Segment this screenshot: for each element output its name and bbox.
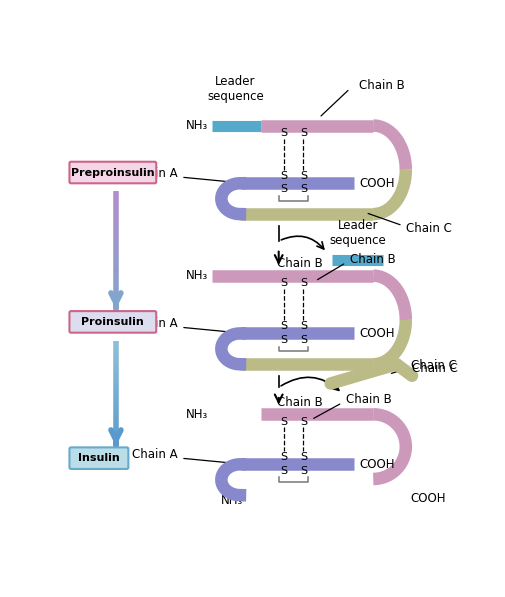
Text: Chain C: Chain C bbox=[405, 222, 451, 235]
Text: S: S bbox=[299, 278, 307, 288]
Text: Chain A: Chain A bbox=[132, 317, 178, 330]
Text: S: S bbox=[280, 184, 287, 195]
Text: COOH: COOH bbox=[359, 458, 394, 471]
Text: S: S bbox=[280, 334, 287, 344]
Text: Chain A: Chain A bbox=[132, 448, 178, 461]
Text: S: S bbox=[280, 466, 287, 475]
Text: S: S bbox=[280, 128, 287, 139]
Text: S: S bbox=[280, 417, 287, 427]
Text: Preproinsulin: Preproinsulin bbox=[71, 168, 155, 177]
Text: Leader
sequence: Leader sequence bbox=[329, 219, 385, 247]
Text: S: S bbox=[299, 321, 307, 331]
Text: NH₃: NH₃ bbox=[221, 494, 243, 507]
Text: Chain B: Chain B bbox=[359, 79, 404, 92]
Text: S: S bbox=[299, 128, 307, 139]
Text: Chain B: Chain B bbox=[345, 393, 391, 406]
Text: S: S bbox=[299, 334, 307, 344]
Text: Chain B: Chain B bbox=[276, 257, 322, 269]
Text: S: S bbox=[299, 184, 307, 195]
Text: S: S bbox=[299, 171, 307, 180]
Text: S: S bbox=[280, 452, 287, 461]
Text: NH₃: NH₃ bbox=[185, 119, 208, 132]
Text: S: S bbox=[280, 278, 287, 288]
Text: S: S bbox=[280, 171, 287, 180]
Text: Chain A: Chain A bbox=[132, 167, 178, 180]
Text: Chain C: Chain C bbox=[411, 359, 456, 371]
Text: COOH: COOH bbox=[359, 177, 394, 190]
Text: S: S bbox=[299, 417, 307, 427]
Text: S: S bbox=[299, 466, 307, 475]
Text: S: S bbox=[280, 321, 287, 331]
FancyBboxPatch shape bbox=[69, 162, 156, 183]
Text: Proinsulin: Proinsulin bbox=[81, 317, 144, 327]
FancyBboxPatch shape bbox=[69, 447, 128, 469]
Text: Chain C: Chain C bbox=[411, 362, 457, 374]
Text: NH₃: NH₃ bbox=[185, 408, 208, 421]
Text: S: S bbox=[299, 452, 307, 461]
Text: Leader
sequence: Leader sequence bbox=[207, 75, 263, 103]
FancyBboxPatch shape bbox=[69, 311, 156, 333]
Text: COOH: COOH bbox=[359, 327, 394, 340]
Text: Chain B: Chain B bbox=[276, 396, 322, 409]
Text: COOH: COOH bbox=[410, 493, 445, 506]
Text: Chain B: Chain B bbox=[349, 253, 395, 266]
Text: NH₃: NH₃ bbox=[185, 269, 208, 282]
Text: Insulin: Insulin bbox=[78, 453, 120, 463]
